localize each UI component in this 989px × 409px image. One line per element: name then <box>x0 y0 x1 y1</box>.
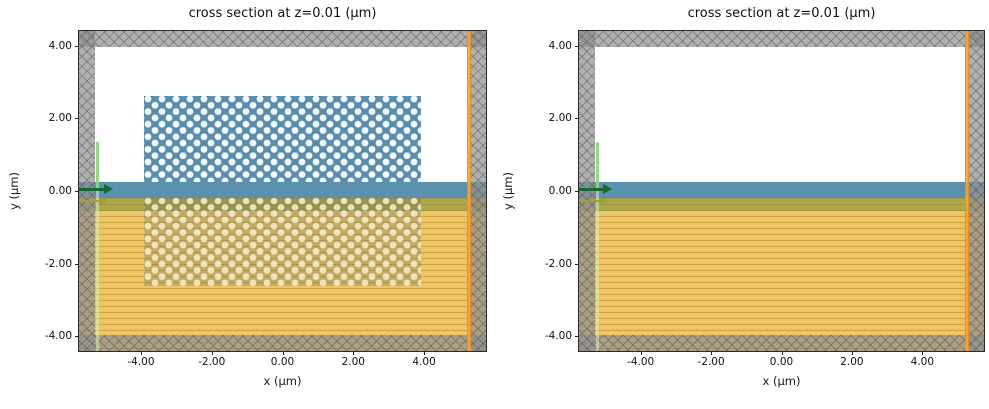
substrate-region <box>579 198 984 351</box>
x-tick-mark <box>211 351 213 355</box>
x-tick-mark <box>711 351 713 355</box>
y-tick-label: -4.00 <box>544 330 572 343</box>
x-tick-mark <box>640 351 642 355</box>
source-arrow-icon <box>79 184 113 195</box>
y-tick-label: 2.00 <box>548 112 572 125</box>
pml-region-bottom <box>579 334 984 351</box>
x-tick-label: 4.00 <box>910 356 935 368</box>
y-tick-mark <box>75 336 79 338</box>
y-tick-mark <box>575 336 579 338</box>
x-tick-label: -2.00 <box>198 356 226 368</box>
x-tick-label: -2.00 <box>697 356 725 368</box>
hole-array-upper <box>144 96 421 182</box>
x-axis-label: x (μm) <box>263 374 302 388</box>
plot-title: cross section at z=0.01 (μm) <box>188 6 377 21</box>
y-tick-label: 4.00 <box>48 39 72 52</box>
pml-region-top <box>79 31 486 48</box>
plot-title: cross section at z=0.01 (μm) <box>687 6 876 21</box>
x-tick-mark <box>353 351 355 355</box>
x-tick-label: 4.00 <box>412 356 436 368</box>
y-tick-label: 0.00 <box>48 185 72 197</box>
y-tick-mark <box>575 191 579 192</box>
waveguide-slab-region <box>79 181 486 199</box>
hole-array-lower <box>144 198 421 286</box>
x-tick-mark <box>851 351 853 355</box>
y-tick-mark <box>75 191 79 192</box>
source-arrow-icon <box>579 184 613 195</box>
x-tick-mark <box>781 351 783 355</box>
panel-right: cross section at z=0.01 (μm) y (μm) <box>494 0 989 409</box>
monitor-line <box>466 31 471 351</box>
y-tick-mark <box>75 45 79 47</box>
panel-left: cross section at z=0.01 (μm) y (μm) <box>0 0 494 409</box>
monitor-line <box>964 31 969 351</box>
pml-region-right <box>968 31 984 351</box>
x-tick-mark <box>282 351 284 355</box>
x-axis-label: x (μm) <box>762 374 801 388</box>
y-tick-label: -4.00 <box>44 330 72 343</box>
x-tick-label: 0.00 <box>270 356 295 368</box>
source-line <box>95 141 99 191</box>
source-arrow-secondary-icon <box>579 197 608 206</box>
y-axis-label: y (μm) <box>501 172 515 210</box>
y-tick-label: 4.00 <box>548 39 572 52</box>
x-tick-label: 2.00 <box>341 356 365 368</box>
shallow-etch-band <box>579 198 984 211</box>
pml-region-right <box>470 31 486 351</box>
y-tick-mark <box>575 118 579 120</box>
x-tick-mark <box>424 351 426 355</box>
y-axis-label: y (μm) <box>7 172 21 210</box>
y-tick-label: -2.00 <box>544 257 572 270</box>
y-tick-label: 0.00 <box>548 185 572 197</box>
plot-area-right: -4.00 -2.00 0.00 2.00 4.00 4.00 2.00 0.0… <box>545 30 985 368</box>
source-arrow-secondary-icon <box>79 197 108 206</box>
x-tick-label: -4.00 <box>127 356 155 368</box>
pml-region-top <box>579 31 984 48</box>
y-tick-mark <box>575 45 579 47</box>
y-tick-mark <box>75 263 79 265</box>
x-tick-mark <box>140 351 142 355</box>
y-tick-mark <box>75 118 79 120</box>
waveguide-slab-region <box>579 181 984 199</box>
x-tick-label: 0.00 <box>769 356 794 368</box>
x-tick-label: 2.00 <box>840 356 864 368</box>
x-tick-label: -4.00 <box>627 356 655 368</box>
plot-area-left: -4.00 -2.00 0.00 2.00 4.00 4.00 2.00 0.0… <box>45 30 487 368</box>
source-line-tail <box>95 191 99 351</box>
source-line-tail <box>595 191 599 351</box>
y-tick-label: 2.00 <box>48 112 72 125</box>
source-line <box>595 141 599 191</box>
pml-region-bottom <box>79 334 486 351</box>
y-tick-label: -2.00 <box>44 257 72 270</box>
pml-region-left <box>579 31 595 351</box>
y-tick-mark <box>575 263 579 265</box>
pml-region-left <box>79 31 95 351</box>
x-tick-mark <box>922 351 924 355</box>
